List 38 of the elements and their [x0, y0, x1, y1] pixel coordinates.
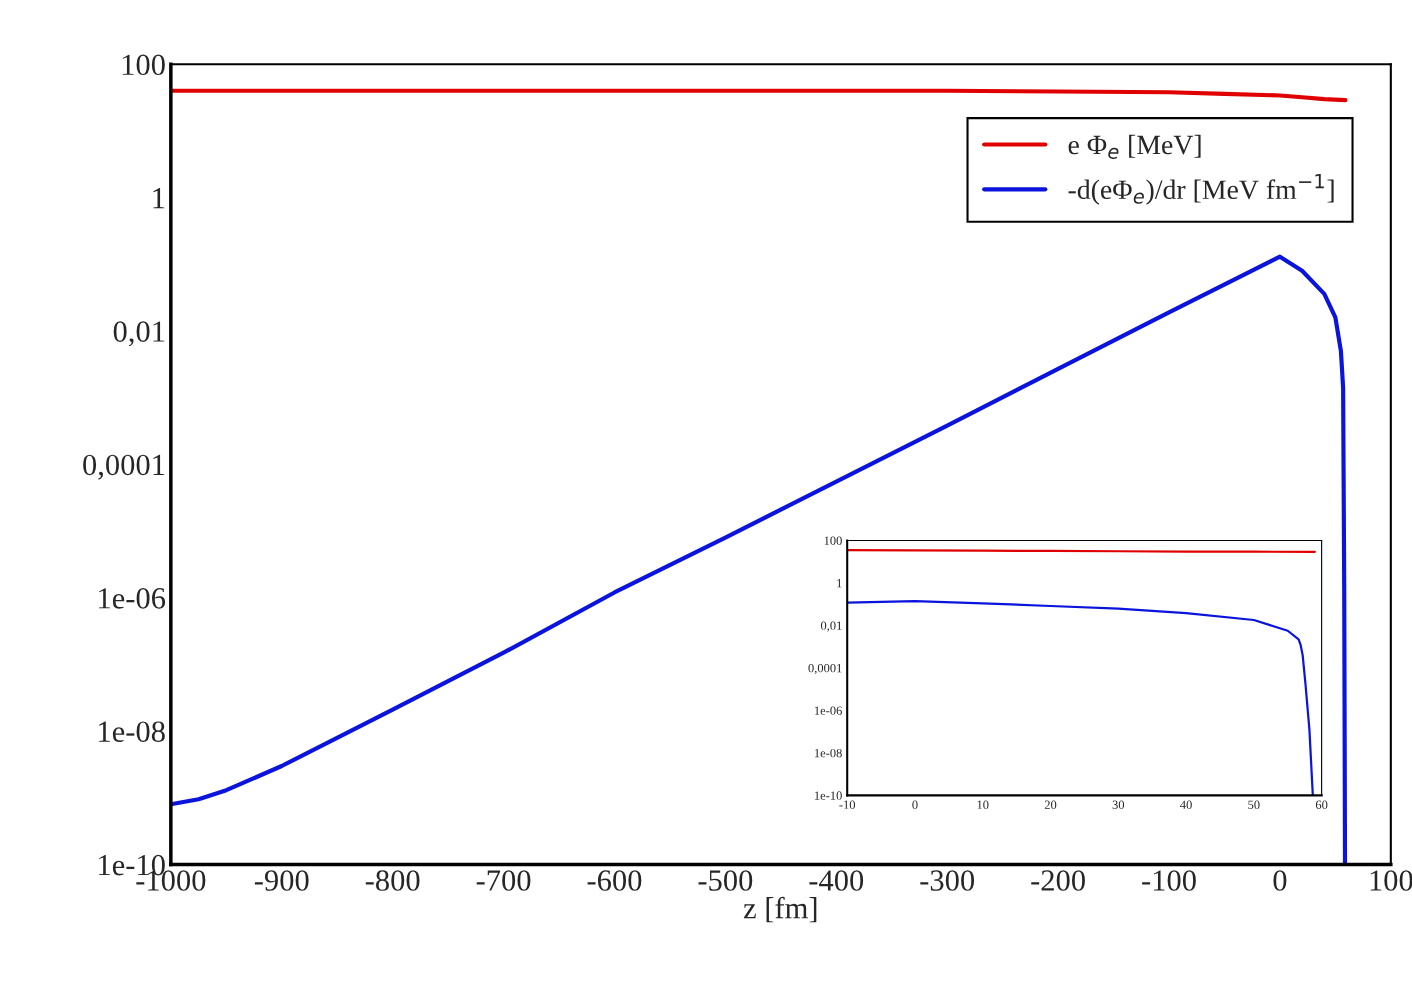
y-tick-label: 1e-06 [99, 588, 166, 609]
line-series [170, 254, 1348, 865]
y-tick-label: 1e-06 [814, 706, 842, 715]
y-tick-label: 1e-08 [99, 721, 165, 743]
y-tick-label: 1 [837, 579, 842, 588]
line-series [847, 599, 1314, 796]
x-tick-label: -200 [1031, 870, 1085, 891]
x-tick-label: 60 [1315, 800, 1328, 809]
x-tick-label: -400 [809, 870, 864, 891]
x-tick-label: 20 [1044, 800, 1057, 809]
x-tick-label: 0 [912, 800, 918, 809]
y-tick-label: 1 [153, 188, 165, 209]
x-tick-label: -600 [587, 870, 642, 891]
x-tick-label: 0 [1273, 870, 1287, 891]
line-series [170, 88, 1348, 103]
y-tick-label: 100 [122, 54, 165, 76]
x-tick-label: -900 [254, 870, 309, 891]
x-tick-label: -500 [698, 870, 753, 891]
y-tick-label: 0,01 [113, 321, 165, 347]
legend-label: -d(eΦ$_{e}$)/dr [MeV fm$^{−1}$] [1068, 174, 1334, 205]
x-tick-label: -800 [365, 870, 420, 891]
y-tick-label: 0,0001 [83, 454, 165, 480]
legend-label: e Φ$_{e}$ [MeV] [1068, 134, 1201, 159]
x-tick-label: 10 [977, 800, 989, 809]
y-tick-label: 100 [824, 536, 842, 545]
x-tick-label: -10 [839, 800, 856, 809]
x-tick-label: 40 [1180, 800, 1192, 809]
x-tick-label: -700 [476, 870, 531, 891]
x-tick-label: 30 [1112, 800, 1125, 809]
x-tick-label: 100 [1370, 870, 1412, 891]
y-tick-label: 1e-08 [814, 748, 842, 758]
y-tick-label: 0,01 [820, 621, 842, 632]
y-tick-label: 1e-10 [814, 791, 842, 800]
x-tick-label: -100 [1142, 870, 1196, 891]
x-tick-label: 50 [1248, 800, 1260, 809]
y-tick-label: 0,0001 [808, 663, 842, 675]
x-axis-title: z [fm] [743, 896, 817, 923]
x-tick-label: -300 [920, 870, 975, 891]
